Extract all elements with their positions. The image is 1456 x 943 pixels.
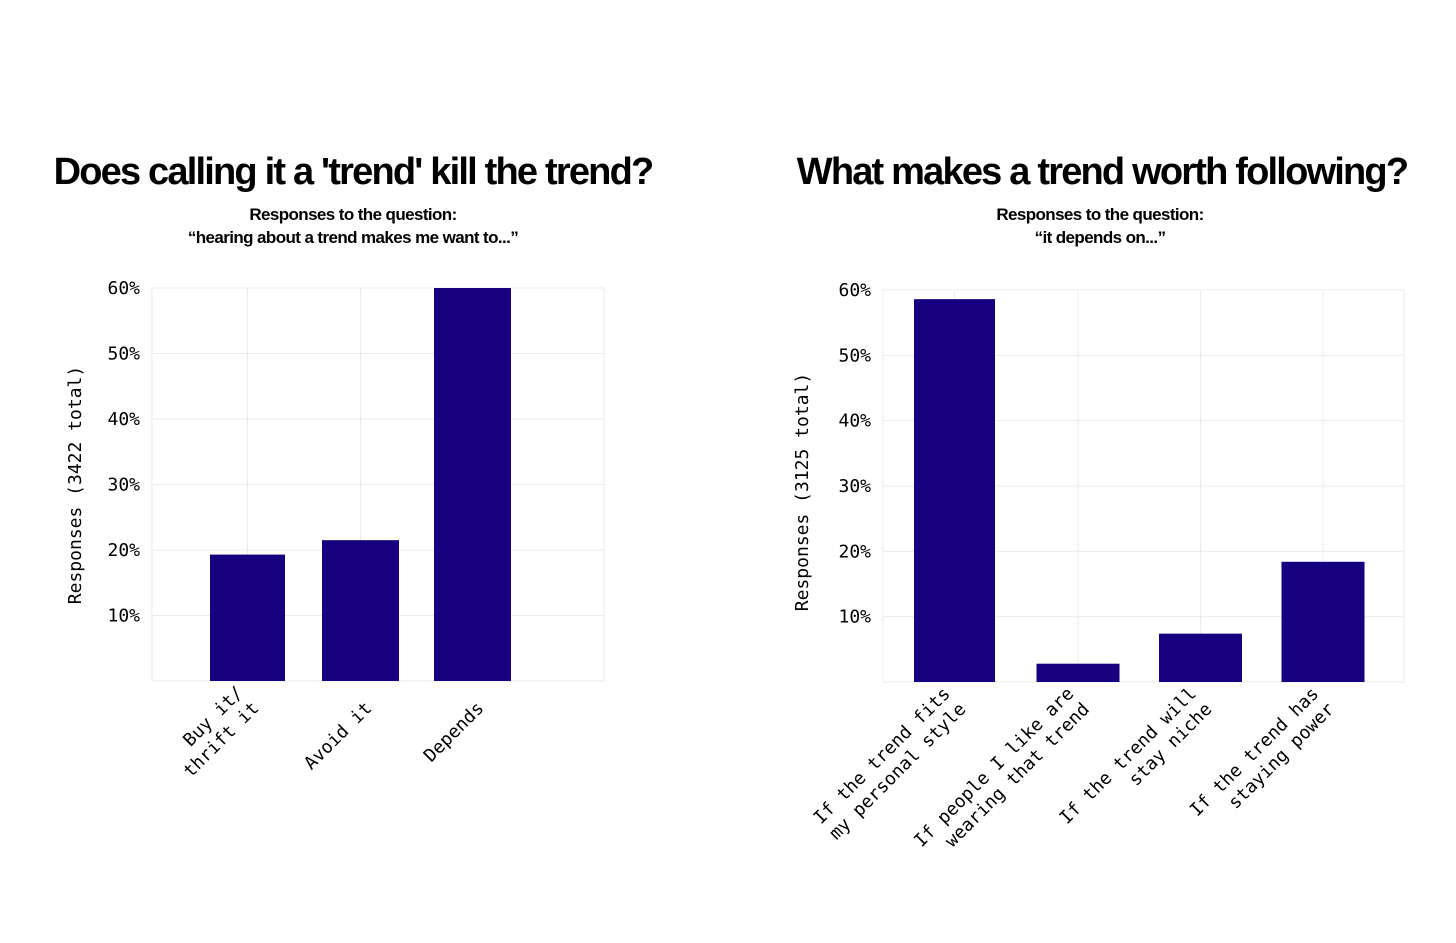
bar bbox=[210, 554, 285, 681]
chart-subtitle-line-2: “hearing about a trend makes me want to.… bbox=[188, 228, 518, 247]
chart-title: Does calling it a 'trend' kill the trend… bbox=[54, 151, 653, 193]
bar bbox=[434, 288, 511, 681]
chart-trend-kill: Does calling it a 'trend' kill the trend… bbox=[54, 151, 655, 782]
y-tick-label: 40% bbox=[838, 411, 871, 432]
plot-area: 10% 20% 30% 40% 50% 60% Buy it/thrift it Avoid … bbox=[107, 278, 605, 782]
y-axis-label: Responses (3125 total) bbox=[792, 373, 813, 611]
x-tick-label-line: wearing that trend bbox=[941, 699, 1094, 852]
y-tick-label: 10% bbox=[107, 606, 140, 627]
y-axis-label: Responses (3422 total) bbox=[65, 366, 86, 604]
y-tick-label: 40% bbox=[107, 409, 140, 430]
bar bbox=[1159, 633, 1242, 682]
bar bbox=[914, 299, 995, 682]
x-tick-label: Buy it/thrift it bbox=[179, 682, 263, 781]
y-tick-label: 20% bbox=[838, 541, 871, 562]
x-tick-label: Depends bbox=[420, 698, 488, 766]
chart-subtitle-line-2: “it depends on...” bbox=[1035, 228, 1166, 247]
y-tick-label: 60% bbox=[107, 278, 140, 299]
y-tick-label: 20% bbox=[107, 540, 140, 561]
x-tick-label-line: Avoid it bbox=[300, 698, 376, 774]
chart-trend-worth-following: What makes a trend worth following? Resp… bbox=[792, 151, 1410, 852]
y-tick-label: 30% bbox=[838, 476, 871, 497]
bar bbox=[322, 540, 399, 681]
y-tick-label: 30% bbox=[107, 475, 140, 496]
y-tick-label: 50% bbox=[107, 344, 140, 365]
y-tick-label: 60% bbox=[838, 280, 871, 301]
chart-subtitle-line-1: Responses to the question: bbox=[249, 205, 456, 224]
chart-subtitle-line-1: Responses to the question: bbox=[996, 205, 1203, 224]
y-tick-label: 50% bbox=[838, 345, 871, 366]
bar bbox=[1036, 663, 1120, 682]
chart-title: What makes a trend worth following? bbox=[797, 151, 1408, 193]
x-tick-label-line: Depends bbox=[420, 698, 488, 766]
x-tick-label: Avoid it bbox=[300, 698, 376, 774]
bar bbox=[1281, 561, 1365, 682]
x-tick-label-line: If the trend fits bbox=[810, 683, 955, 828]
y-tick-label: 10% bbox=[838, 607, 871, 628]
